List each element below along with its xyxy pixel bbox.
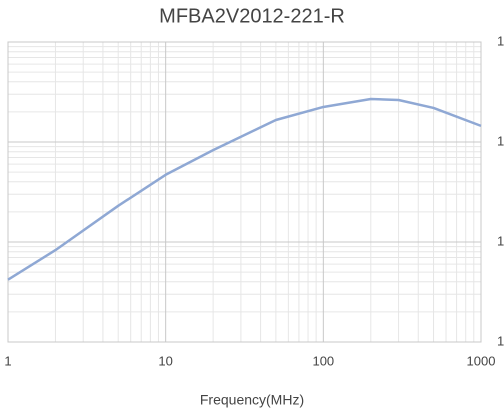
y-tick-label: 1000 — [497, 33, 504, 48]
y-tick-label: 100 — [497, 133, 504, 148]
y-tick-label: 1 — [497, 333, 504, 348]
x-tick-label: 1000 — [467, 353, 496, 368]
y-tick-label: 10 — [497, 233, 504, 248]
plot-border — [7, 41, 482, 343]
line-series — [7, 97, 482, 281]
x-tick-label: 100 — [312, 353, 334, 368]
chart-title: MFBA2V2012-221-R — [159, 5, 345, 27]
x-tick-label: 1 — [4, 353, 11, 368]
x-axis-label: Frequency(MHz) — [200, 392, 304, 408]
x-tick-label: 10 — [158, 353, 172, 368]
